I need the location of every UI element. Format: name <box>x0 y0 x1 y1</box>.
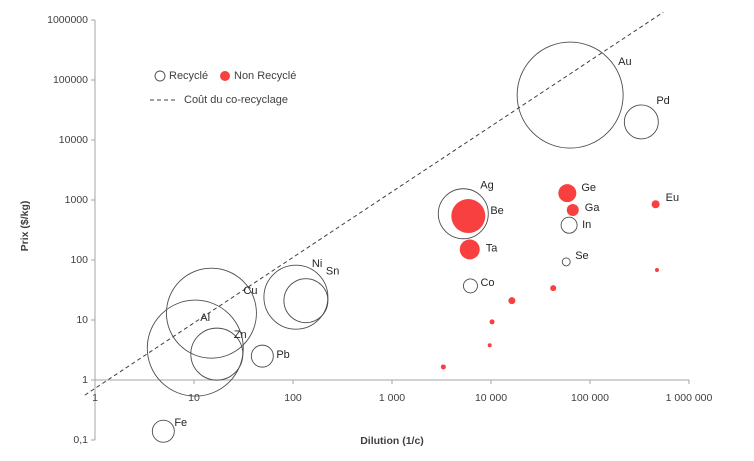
point-label-Ag: Ag <box>480 180 493 192</box>
point-label-Be: Be <box>490 205 503 217</box>
y-tick-label: 1000 <box>65 194 89 206</box>
data-point-unlabeled <box>654 268 659 273</box>
x-axis-title: Dilution (1/c) <box>360 435 424 447</box>
data-point-Zn <box>190 327 244 381</box>
x-tick-label: 10 000 <box>475 392 507 404</box>
data-point-Ni <box>263 264 329 330</box>
x-tick-label: 10 <box>188 392 200 404</box>
legend-cost-line-label: Coût du co-recyclage <box>184 94 288 106</box>
data-point-unlabeled <box>440 364 446 370</box>
point-label-Se: Se <box>575 250 588 262</box>
legend-non-recycled-marker <box>220 71 230 81</box>
data-point-Ga <box>566 204 579 217</box>
data-point-Cu <box>165 267 257 359</box>
data-point-Sn <box>283 278 329 324</box>
x-tick-label: 1 <box>92 392 98 404</box>
point-label-Zn: Zn <box>234 329 247 341</box>
cost-line <box>84 11 664 396</box>
point-label-Ge: Ge <box>581 182 596 194</box>
legend-non-recycled-label: Non Recyclé <box>234 70 296 82</box>
data-point-Se <box>561 257 571 267</box>
data-point-Fe <box>151 419 175 443</box>
data-point-Ag <box>437 188 489 240</box>
point-label-Eu: Eu <box>666 192 679 204</box>
x-tick-label: 100 000 <box>571 392 609 404</box>
y-tick-label: 100 <box>70 254 88 266</box>
point-label-Ta: Ta <box>486 242 499 254</box>
point-label-Pd: Pd <box>656 95 669 107</box>
data-point-Co <box>462 278 478 294</box>
legend-recycled-marker <box>154 70 166 82</box>
data-point-Au <box>516 41 624 149</box>
data-point-Ta <box>459 239 480 260</box>
y-tick-label: 100000 <box>53 74 88 86</box>
point-label-Fe: Fe <box>174 417 187 429</box>
data-point-unlabeled <box>489 319 495 325</box>
point-label-Co: Co <box>480 277 494 289</box>
y-tick-label: 1 <box>82 374 88 386</box>
point-label-Ga: Ga <box>585 202 601 214</box>
point-label-Al: Al <box>200 312 210 324</box>
y-tick-label: 10 <box>76 314 88 326</box>
point-label-Ni: Ni <box>312 258 322 270</box>
y-tick-label: 1000000 <box>47 14 88 26</box>
x-tick-label: 1 000 <box>379 392 405 404</box>
data-point-unlabeled <box>487 343 492 348</box>
data-point-Be <box>451 199 486 234</box>
data-point-In <box>560 216 578 234</box>
point-label-Au: Au <box>618 56 631 68</box>
data-point-Ge <box>558 184 577 203</box>
legend-recycled-label: Recyclé <box>169 70 208 82</box>
data-point-Pb <box>250 344 274 368</box>
point-label-In: In <box>582 219 591 231</box>
point-label-Pb: Pb <box>276 349 289 361</box>
data-point-Eu <box>651 200 660 209</box>
data-point-Pd <box>623 104 659 140</box>
y-tick-label: 0,1 <box>73 434 88 446</box>
y-tick-label: 10000 <box>59 134 88 146</box>
x-tick-label: 1 000 000 <box>666 392 713 404</box>
data-point-unlabeled <box>508 297 516 305</box>
x-tick-label: 100 <box>284 392 302 404</box>
data-point-unlabeled <box>550 285 557 292</box>
point-label-Cu: Cu <box>243 285 257 297</box>
point-label-Sn: Sn <box>326 266 339 278</box>
data-point-Al <box>146 299 244 397</box>
